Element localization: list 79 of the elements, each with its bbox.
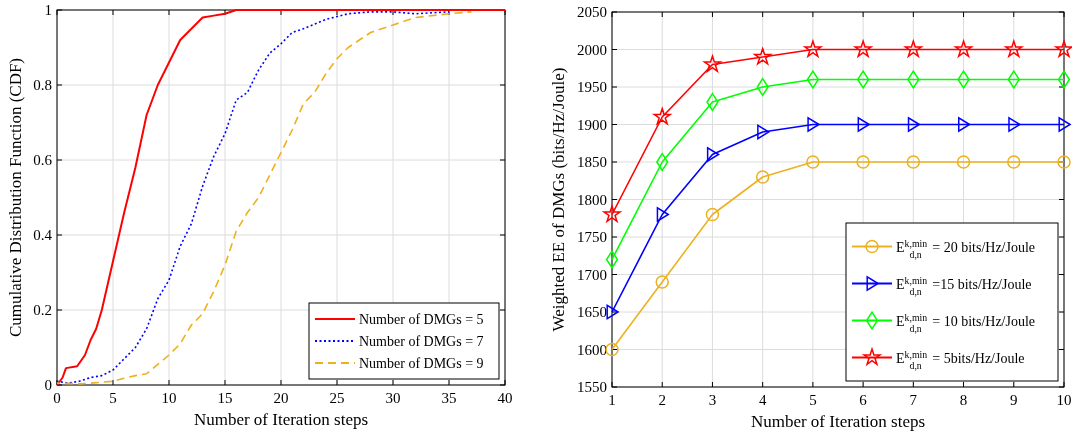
point — [757, 124, 770, 140]
legend-label: E$^{k,min}$$_{d,n}$ = 5bits/Hz/Joule — [896, 348, 1025, 372]
point — [854, 40, 872, 58]
legend-label: Number of DMGs = 5 — [359, 312, 484, 327]
y-tick-label: 0.4 — [33, 227, 53, 243]
x-tick-label: 15 — [217, 390, 233, 406]
legend-label: E$^{k,min}$$_{d,n}$ = 10 bits/Hz/Joule — [896, 311, 1036, 335]
legend-label: Number of DMGs = 7 — [359, 334, 484, 349]
y-tick-label: 2000 — [577, 41, 607, 58]
y-tick-label: 1750 — [577, 229, 607, 245]
point — [1057, 155, 1071, 169]
point — [655, 275, 669, 289]
point — [1058, 117, 1071, 132]
point — [958, 117, 971, 132]
y-tick-label: 1850 — [577, 154, 607, 170]
point — [1057, 70, 1071, 89]
y-tick-label: 1 — [44, 2, 52, 18]
x-axis-title: Number of Iteration steps — [750, 412, 926, 431]
x-tick-label: 40 — [497, 390, 513, 406]
x-tick-label: 6 — [859, 392, 868, 408]
legend-label: Number of DMGs = 9 — [359, 356, 484, 371]
point — [755, 170, 770, 184]
point — [1005, 40, 1023, 58]
point — [806, 70, 820, 89]
legend-label: E$^{k,min}$$_{d,n}$ = 20 bits/Hz/Joule — [896, 237, 1036, 261]
point — [907, 117, 921, 132]
point — [753, 47, 772, 65]
y-tick-label: 1550 — [577, 379, 607, 395]
point — [703, 55, 722, 73]
point — [857, 117, 870, 132]
point — [856, 155, 870, 169]
point — [653, 107, 671, 125]
point — [906, 155, 921, 169]
x-tick-label: 4 — [758, 392, 767, 408]
point — [904, 40, 923, 58]
y-tick-label: 0 — [44, 377, 52, 393]
point — [706, 147, 720, 162]
point — [1007, 155, 1021, 169]
point — [806, 155, 820, 169]
legend-label: E$^{k,min}$$_{d,n}$ =15 bits/Hz/Joule — [896, 274, 1032, 298]
y-axis-title: Weighted EE of DMGs (bits/Hz/Joule) — [549, 67, 568, 332]
point — [807, 117, 820, 132]
point — [954, 40, 973, 58]
point — [606, 304, 619, 320]
point — [856, 70, 870, 89]
y-tick-label: 0.2 — [33, 302, 52, 318]
y-tick-label: 1950 — [577, 79, 607, 95]
point — [804, 40, 822, 58]
x-tick-label: 20 — [273, 390, 289, 406]
y-tick-label: 1900 — [577, 116, 607, 133]
point — [605, 342, 619, 357]
y-tick-label: 0.8 — [33, 77, 52, 93]
y-tick-label: 1600 — [577, 341, 607, 358]
x-tick-label: 2 — [658, 392, 666, 408]
x-tick-label: 7 — [909, 392, 918, 408]
x-axis-title: Number of Iteration steps — [193, 410, 369, 429]
point — [603, 205, 621, 223]
y-tick-label: 2050 — [577, 4, 607, 20]
x-tick-label: 10 — [161, 390, 177, 406]
point — [605, 250, 619, 269]
x-tick-label: 9 — [1010, 392, 1018, 408]
x-tick-label: 35 — [441, 390, 457, 406]
y-tick-label: 0.6 — [33, 152, 53, 168]
point — [1008, 117, 1021, 132]
y-axis-title: Cumulative Distribution Function (CDF) — [6, 57, 25, 338]
x-tick-label: 5 — [109, 390, 117, 406]
x-tick-label: 25 — [329, 390, 345, 406]
point — [656, 207, 669, 222]
point — [956, 155, 971, 169]
x-tick-label: 5 — [809, 392, 817, 408]
x-tick-label: 10 — [1056, 392, 1072, 408]
y-tick-label: 1700 — [577, 266, 607, 283]
x-tick-label: 30 — [385, 390, 401, 406]
point — [1055, 40, 1072, 58]
x-tick-label: 8 — [959, 392, 968, 408]
point — [705, 207, 720, 222]
x-tick-label: 3 — [708, 392, 717, 408]
y-tick-label: 1800 — [577, 191, 607, 208]
y-tick-label: 1650 — [577, 304, 607, 320]
